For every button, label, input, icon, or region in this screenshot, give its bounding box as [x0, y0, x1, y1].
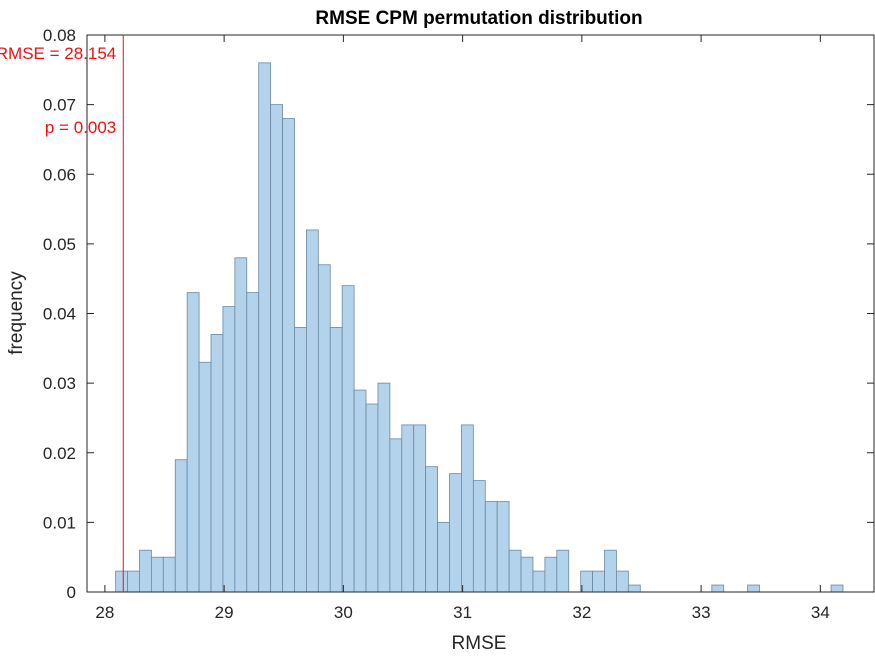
chart-title: RMSE CPM permutation distribution — [315, 8, 642, 29]
histogram-bar — [150, 556, 164, 593]
histogram-bar — [162, 556, 176, 593]
x-tick-label: 34 — [811, 603, 830, 622]
x-tick-label: 29 — [215, 603, 234, 622]
y-tick-label: 0.07 — [43, 96, 76, 115]
histogram-bar — [592, 570, 605, 593]
p-value-label: p = 0.003 — [45, 118, 116, 137]
histogram-bar — [472, 480, 486, 593]
histogram-bar — [174, 459, 188, 593]
histogram-bar — [401, 424, 415, 593]
histogram-bar — [246, 292, 260, 593]
histogram-bar — [186, 292, 200, 593]
histogram-bar — [294, 327, 307, 593]
histogram-bar — [365, 403, 379, 593]
histogram-bar — [496, 501, 510, 593]
histogram-bar — [341, 285, 355, 593]
histogram-bar — [580, 570, 593, 593]
histogram-bar — [508, 549, 522, 593]
histogram-bar — [389, 438, 403, 593]
histogram-bar — [377, 382, 391, 593]
axes: 28 29 30 31 32 33 34 0 0.01 0.02 0.03 0.04 0.05 0.06 0… — [43, 26, 875, 622]
y-tick-label: 0.08 — [43, 26, 76, 45]
y-tick-label: 0.02 — [43, 444, 76, 463]
y-tick-label: 0.01 — [43, 513, 76, 532]
x-tick-label: 33 — [692, 603, 711, 622]
histogram-bar — [258, 62, 272, 593]
histogram-bar — [449, 473, 462, 593]
histogram-bar — [556, 549, 570, 593]
histogram-bar — [747, 584, 760, 593]
histogram-bar — [270, 104, 283, 593]
x-axis-label: RMSE — [452, 633, 507, 654]
y-tick-label: 0 — [67, 583, 76, 602]
histogram-bar — [711, 584, 725, 593]
y-tick-label: 0.03 — [43, 374, 76, 393]
histogram-bar — [127, 570, 140, 593]
histogram-bar — [306, 229, 319, 593]
x-tick-label: 31 — [453, 603, 472, 622]
histogram-bar — [329, 327, 343, 593]
histogram-bar — [317, 264, 331, 593]
histogram-bar — [210, 333, 224, 593]
x-tick-label: 32 — [572, 603, 591, 622]
histogram-bar — [425, 466, 438, 593]
histogram-bar — [115, 570, 128, 593]
histogram-bar — [222, 306, 236, 593]
histogram-bar — [627, 584, 641, 593]
y-axis-label: frequency — [6, 271, 27, 355]
histogram-bar — [616, 570, 629, 593]
observed-rmse-label: RMSE = 28.154 — [0, 44, 116, 63]
x-tick-label: 30 — [334, 603, 353, 622]
histogram-bar — [461, 424, 474, 593]
histogram-bar — [139, 549, 152, 593]
x-tick-label: 28 — [95, 603, 114, 622]
histogram-bar — [413, 424, 427, 593]
histogram-bar — [830, 584, 844, 593]
histogram-bar — [198, 361, 212, 593]
histogram-bar — [437, 521, 450, 593]
y-tick-label: 0.04 — [43, 305, 76, 324]
histogram-bar — [484, 501, 498, 593]
y-tick-label: 0.05 — [43, 235, 76, 254]
histogram-bar — [353, 389, 367, 593]
histogram-bar — [520, 556, 534, 593]
histogram-bar — [234, 257, 248, 593]
histogram-bar — [532, 570, 546, 593]
histogram-bar — [544, 556, 558, 593]
reference-marker: RMSE = 28.154 p = 0.003 — [0, 35, 124, 592]
histogram-bars — [115, 62, 844, 593]
histogram-bar — [604, 549, 617, 593]
y-tick-label: 0.06 — [43, 165, 76, 184]
histogram-bar — [282, 118, 295, 593]
